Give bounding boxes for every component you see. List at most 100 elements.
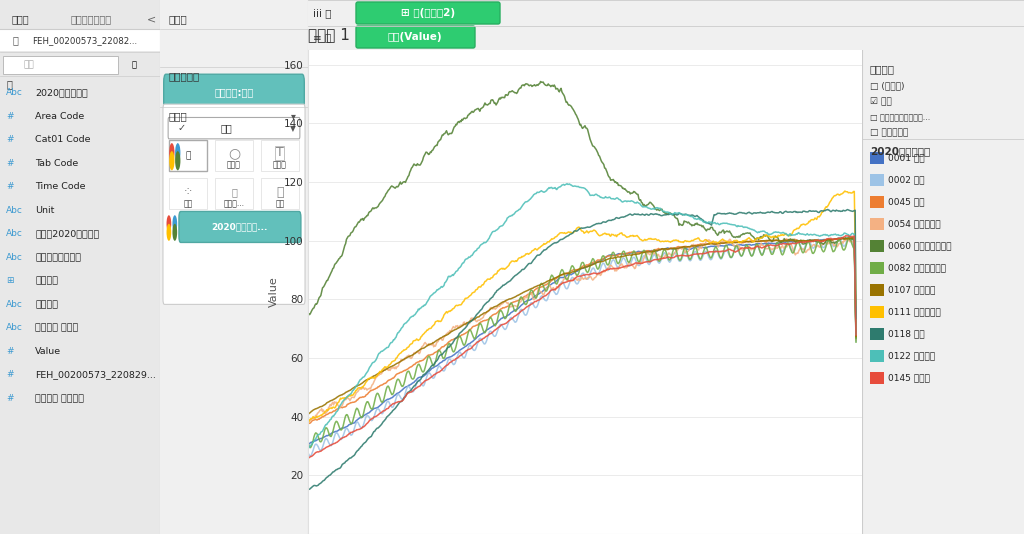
- Bar: [870, 372, 884, 384]
- Text: 🗄: 🗄: [12, 36, 18, 45]
- Text: 表章項目:指数: 表章項目:指数: [214, 87, 254, 97]
- Text: ～: ～: [276, 186, 284, 199]
- Bar: [870, 152, 884, 164]
- Text: 0001 総合: 0001 総合: [888, 153, 925, 162]
- Bar: [3, 56, 119, 74]
- Bar: [0, 30, 160, 51]
- Text: #: #: [6, 159, 14, 168]
- Text: 2020年基準品目: 2020年基準品目: [870, 146, 930, 156]
- Text: データ: データ: [12, 14, 30, 24]
- Circle shape: [169, 143, 174, 162]
- Circle shape: [169, 151, 174, 170]
- Text: メジャー バリュー: メジャー バリュー: [35, 394, 84, 403]
- Text: フィルター: フィルター: [169, 72, 200, 81]
- Text: 時間軸（年・月）: 時間軸（年・月）: [35, 253, 81, 262]
- Bar: [870, 284, 884, 296]
- Text: <: <: [147, 14, 157, 24]
- Text: Abc: Abc: [6, 253, 24, 262]
- FancyBboxPatch shape: [356, 26, 475, 48]
- Text: #: #: [6, 136, 14, 144]
- Bar: [215, 140, 253, 171]
- FancyBboxPatch shape: [179, 211, 301, 242]
- Text: 色: 色: [185, 151, 190, 160]
- Text: 地域（2020年基準）: 地域（2020年基準）: [35, 230, 99, 238]
- Text: #: #: [6, 183, 14, 191]
- Text: メジャー ネーム: メジャー ネーム: [35, 324, 79, 332]
- Text: Value: Value: [35, 347, 61, 356]
- Text: 2020年基準品目: 2020年基準品目: [35, 89, 88, 97]
- Text: Time Code: Time Code: [35, 183, 86, 191]
- Bar: [870, 174, 884, 186]
- Text: パス: パス: [275, 200, 285, 208]
- Circle shape: [172, 224, 177, 241]
- Text: 0054 光熱・水道: 0054 光熱・水道: [888, 219, 941, 229]
- Text: □ 前年同月比: □ 前年同月比: [870, 128, 908, 137]
- Bar: [870, 328, 884, 340]
- Text: Abc: Abc: [6, 89, 24, 97]
- Text: ⊞ 月(時間軸2): ⊞ 月(時間軸2): [401, 8, 455, 18]
- Text: 自動: 自動: [221, 123, 232, 133]
- Bar: [169, 178, 207, 209]
- Text: 表章項目: 表章項目: [35, 300, 58, 309]
- Title: シート 1: シート 1: [308, 27, 350, 42]
- Text: ツール...: ツール...: [223, 200, 245, 208]
- Text: #: #: [6, 394, 14, 403]
- Text: Unit: Unit: [35, 206, 54, 215]
- Text: 時間軸２: 時間軸２: [35, 277, 58, 285]
- Text: ページ: ページ: [169, 14, 187, 23]
- Bar: [261, 178, 299, 209]
- Text: 💬: 💬: [231, 187, 237, 197]
- Text: 0111 交通・通信: 0111 交通・通信: [888, 308, 941, 317]
- Text: 合計(Value): 合計(Value): [388, 32, 442, 42]
- Text: Abc: Abc: [6, 230, 24, 238]
- FancyBboxPatch shape: [356, 2, 500, 24]
- Text: 0145 諸雑費: 0145 諸雑費: [888, 373, 930, 382]
- Bar: [870, 306, 884, 318]
- Text: ▾: ▾: [291, 112, 296, 121]
- Bar: [870, 196, 884, 208]
- Text: Tab Code: Tab Code: [35, 159, 79, 168]
- Text: FEH_00200573_22082...: FEH_00200573_22082...: [32, 36, 137, 45]
- Text: 詳細: 詳細: [183, 200, 193, 208]
- Circle shape: [167, 224, 171, 241]
- Text: ⁘: ⁘: [183, 186, 194, 199]
- Bar: [261, 140, 299, 171]
- Text: Abc: Abc: [6, 300, 24, 309]
- Text: 0045 住居: 0045 住居: [888, 198, 925, 207]
- Text: #: #: [6, 112, 14, 121]
- Text: Area Code: Area Code: [35, 112, 84, 121]
- Text: 表: 表: [6, 79, 12, 89]
- Text: 0122 教養娯楽: 0122 教養娯楽: [888, 351, 935, 360]
- Text: 検索: 検索: [24, 60, 35, 69]
- Text: #: #: [6, 347, 14, 356]
- Text: Cat01 Code: Cat01 Code: [35, 136, 91, 144]
- Y-axis label: Value: Value: [268, 277, 279, 308]
- FancyBboxPatch shape: [168, 117, 300, 139]
- FancyBboxPatch shape: [164, 74, 304, 109]
- Text: □ (すべて): □ (すべて): [870, 81, 904, 90]
- Text: 2020年基準品...: 2020年基準品...: [212, 223, 268, 231]
- Text: 0082 被服及び履物: 0082 被服及び履物: [888, 263, 946, 272]
- Bar: [870, 262, 884, 274]
- Text: □ 前月比・前年比・前...: □ 前月比・前年比・前...: [870, 113, 930, 122]
- Text: Abc: Abc: [6, 206, 24, 215]
- Text: サイズ: サイズ: [227, 161, 241, 169]
- Text: ラベル: ラベル: [273, 161, 287, 169]
- Bar: [870, 240, 884, 252]
- Text: アナリティクス: アナリティクス: [71, 14, 112, 24]
- Text: FEH_00200573_220829...: FEH_00200573_220829...: [35, 371, 156, 379]
- Text: #: #: [6, 371, 14, 379]
- Text: 🔍: 🔍: [131, 60, 136, 69]
- Circle shape: [175, 143, 180, 162]
- Text: 表章項目: 表章項目: [870, 64, 895, 74]
- Bar: [215, 178, 253, 209]
- Bar: [870, 350, 884, 362]
- Bar: [169, 140, 207, 171]
- Text: ⊞: ⊞: [6, 277, 14, 285]
- Text: マーク: マーク: [169, 112, 187, 121]
- Circle shape: [167, 215, 171, 232]
- Text: 0060 家具・家事用品: 0060 家具・家事用品: [888, 241, 951, 250]
- Bar: [870, 218, 884, 230]
- Text: iii 列: iii 列: [313, 8, 332, 18]
- Text: ≡ 行: ≡ 行: [313, 32, 331, 42]
